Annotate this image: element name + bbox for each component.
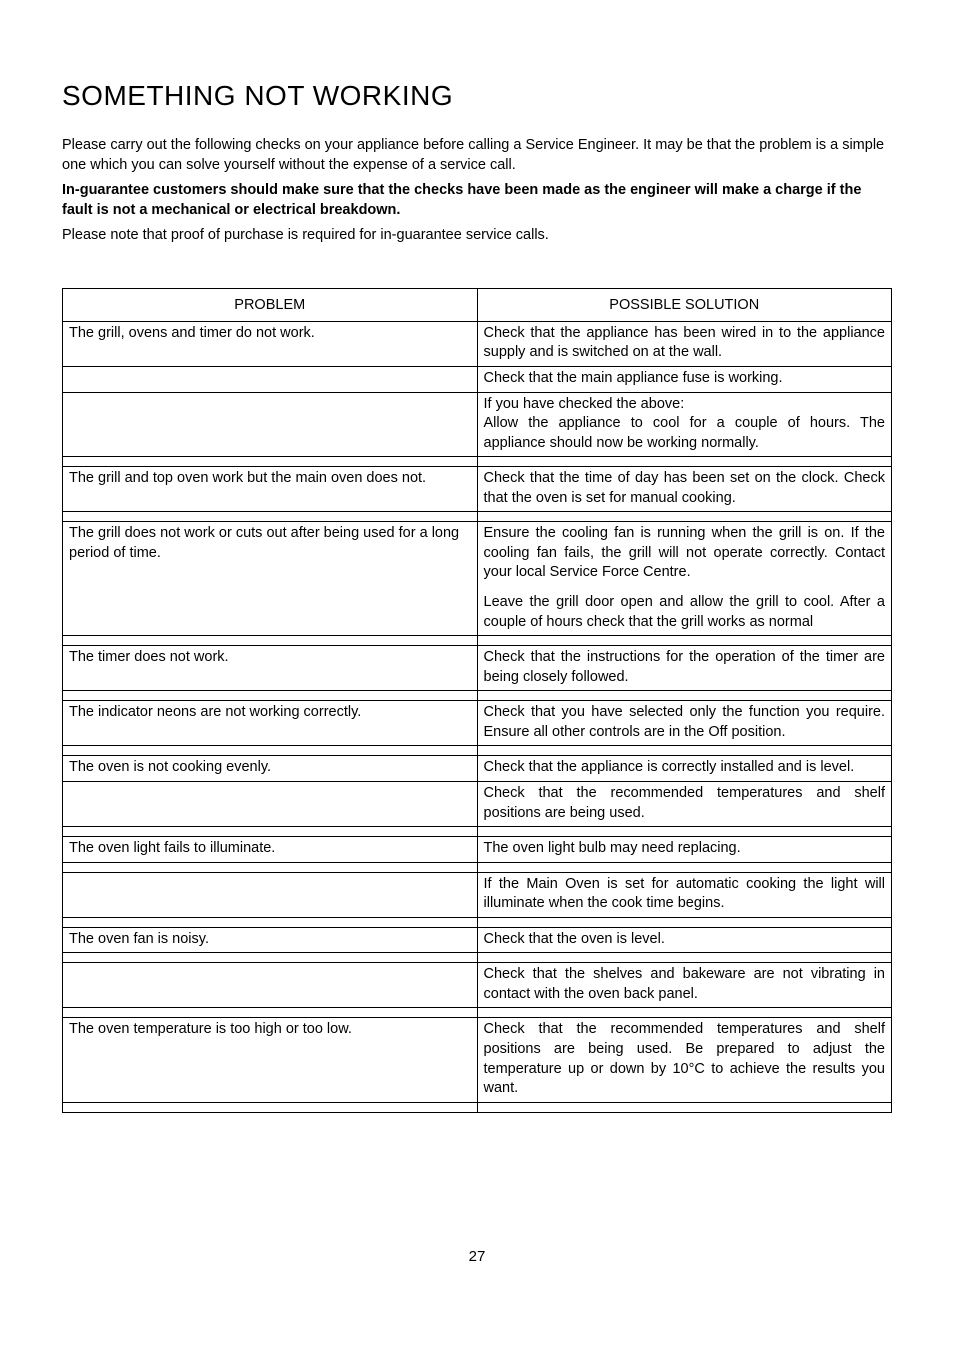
table-row — [63, 636, 891, 646]
cell-empty — [477, 1102, 891, 1112]
header-solution: POSSIBLE SOLUTION — [477, 289, 891, 322]
table-row: The grill, ovens and timer do not work.C… — [63, 321, 891, 366]
cell-empty — [63, 827, 477, 837]
intro-paragraph-1: Please carry out the following checks on… — [62, 136, 892, 175]
cell-empty — [63, 691, 477, 701]
solution-cell: Check that the recommended temperatures … — [477, 781, 891, 826]
table-row: The oven temperature is too high or too … — [63, 1018, 891, 1102]
table-row: Check that the main appliance fuse is wo… — [63, 366, 891, 392]
table-row: The oven light fails to illuminate.The o… — [63, 837, 891, 863]
problem-cell: The timer does not work. — [63, 646, 477, 691]
problem-cell: The grill and top oven work but the main… — [63, 467, 477, 512]
cell-empty — [477, 691, 891, 701]
problem-cell: The oven temperature is too high or too … — [63, 1018, 477, 1102]
problem-cell: The grill, ovens and timer do not work. — [63, 321, 477, 366]
solution-cell: Check that the appliance is correctly in… — [477, 756, 891, 782]
solution-cell: Leave the grill door open and allow the … — [477, 591, 891, 636]
solution-cell: Check that the time of day has been set … — [477, 467, 891, 512]
problem-cell — [63, 392, 477, 457]
table-row: The indicator neons are not working corr… — [63, 701, 891, 746]
cell-empty — [63, 917, 477, 927]
table-row — [63, 862, 891, 872]
solution-cell: If the Main Oven is set for automatic co… — [477, 872, 891, 917]
solution-cell: Ensure the cooling fan is running when t… — [477, 522, 891, 586]
solution-cell: Check that the shelves and bakeware are … — [477, 963, 891, 1008]
solution-cell: Check that the recommended temperatures … — [477, 1018, 891, 1102]
cell-empty — [477, 953, 891, 963]
page: SOMETHING NOT WORKING Please carry out t… — [0, 0, 954, 1355]
solution-cell: Check that the main appliance fuse is wo… — [477, 366, 891, 392]
problem-cell — [63, 781, 477, 826]
cell-empty — [477, 457, 891, 467]
cell-empty — [477, 746, 891, 756]
table-row: The grill does not work or cuts out afte… — [63, 522, 891, 586]
problem-cell: The oven is not cooking evenly. — [63, 756, 477, 782]
cell-empty — [63, 512, 477, 522]
solution-cell: Check that the instructions for the oper… — [477, 646, 891, 691]
cell-empty — [63, 457, 477, 467]
table-row — [63, 457, 891, 467]
intro-paragraph-3: Please note that proof of purchase is re… — [62, 226, 892, 246]
troubleshooting-table: PROBLEM POSSIBLE SOLUTION The grill, ove… — [63, 289, 891, 1112]
table-body: The grill, ovens and timer do not work.C… — [63, 321, 891, 1112]
table-row: The grill and top oven work but the main… — [63, 467, 891, 512]
cell-empty — [477, 862, 891, 872]
table-row — [63, 953, 891, 963]
header-problem: PROBLEM — [63, 289, 477, 322]
table-row: Check that the recommended temperatures … — [63, 781, 891, 826]
table-row: The oven is not cooking evenly.Check tha… — [63, 756, 891, 782]
table-row — [63, 1102, 891, 1112]
table-row: Leave the grill door open and allow the … — [63, 591, 891, 636]
problem-cell: The grill does not work or cuts out afte… — [63, 522, 477, 586]
table-row: The oven fan is noisy.Check that the ove… — [63, 927, 891, 953]
problem-cell: The oven light fails to illuminate. — [63, 837, 477, 863]
solution-cell: Check that you have selected only the fu… — [477, 701, 891, 746]
cell-empty — [477, 827, 891, 837]
troubleshooting-table-wrap: PROBLEM POSSIBLE SOLUTION The grill, ove… — [62, 288, 892, 1113]
cell-empty — [63, 953, 477, 963]
problem-cell: The oven fan is noisy. — [63, 927, 477, 953]
table-row — [63, 691, 891, 701]
problem-cell: The indicator neons are not working corr… — [63, 701, 477, 746]
cell-empty — [63, 862, 477, 872]
page-title: SOMETHING NOT WORKING — [62, 80, 892, 112]
cell-empty — [63, 1008, 477, 1018]
cell-empty — [477, 1008, 891, 1018]
problem-cell — [63, 591, 477, 636]
solution-cell: If you have checked the above:Allow the … — [477, 392, 891, 457]
table-row — [63, 746, 891, 756]
solution-cell: The oven light bulb may need replacing. — [477, 837, 891, 863]
page-number: 27 — [0, 1248, 954, 1265]
cell-empty — [63, 636, 477, 646]
solution-cell: Check that the oven is level. — [477, 927, 891, 953]
problem-cell — [63, 366, 477, 392]
cell-empty — [477, 917, 891, 927]
problem-cell — [63, 963, 477, 1008]
cell-empty — [477, 636, 891, 646]
cell-empty — [477, 512, 891, 522]
table-row: If the Main Oven is set for automatic co… — [63, 872, 891, 917]
table-row — [63, 827, 891, 837]
intro-paragraph-2: In-guarantee customers should make sure … — [62, 181, 892, 220]
table-row: Check that the shelves and bakeware are … — [63, 963, 891, 1008]
solution-cell: Check that the appliance has been wired … — [477, 321, 891, 366]
problem-cell — [63, 872, 477, 917]
table-row — [63, 1008, 891, 1018]
cell-empty — [63, 1102, 477, 1112]
table-row — [63, 512, 891, 522]
table-header-row: PROBLEM POSSIBLE SOLUTION — [63, 289, 891, 322]
cell-empty — [63, 746, 477, 756]
table-row — [63, 917, 891, 927]
table-row: If you have checked the above:Allow the … — [63, 392, 891, 457]
table-row: The timer does not work.Check that the i… — [63, 646, 891, 691]
